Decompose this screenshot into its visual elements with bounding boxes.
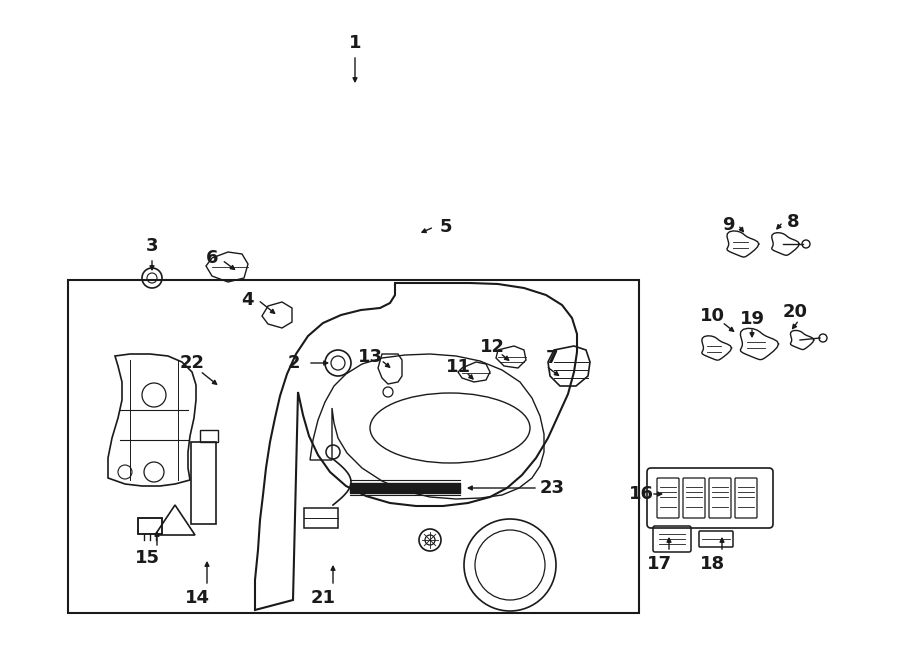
Text: 20: 20 xyxy=(782,303,807,321)
Text: 16: 16 xyxy=(628,485,653,503)
Text: 10: 10 xyxy=(699,307,725,325)
Text: 3: 3 xyxy=(146,237,158,255)
Bar xyxy=(191,442,216,524)
Text: 14: 14 xyxy=(184,589,210,607)
Text: 2: 2 xyxy=(288,354,301,372)
Text: 18: 18 xyxy=(699,555,725,573)
Text: 22: 22 xyxy=(179,354,204,372)
Text: 12: 12 xyxy=(480,338,505,356)
Bar xyxy=(200,430,218,442)
Text: 5: 5 xyxy=(440,218,452,236)
Text: 9: 9 xyxy=(722,216,734,234)
Bar xyxy=(304,508,338,528)
Bar xyxy=(68,280,639,613)
Text: 1: 1 xyxy=(349,34,361,52)
Text: 11: 11 xyxy=(446,358,471,376)
Text: 17: 17 xyxy=(646,555,671,573)
Text: 8: 8 xyxy=(787,213,799,231)
Text: 15: 15 xyxy=(134,549,159,567)
Bar xyxy=(138,518,162,534)
Text: 23: 23 xyxy=(539,479,564,497)
Text: 21: 21 xyxy=(310,589,336,607)
Text: 13: 13 xyxy=(357,348,382,366)
Text: 4: 4 xyxy=(241,291,253,309)
Text: 6: 6 xyxy=(206,249,218,267)
Text: 7: 7 xyxy=(545,349,558,367)
Text: 19: 19 xyxy=(740,310,764,328)
